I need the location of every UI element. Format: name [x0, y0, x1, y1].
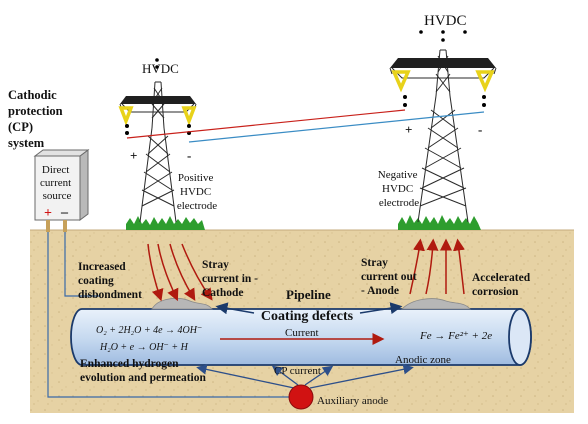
enhanced-hydrogen-label: Enhanced hydrogen evolution and permeati… — [80, 358, 206, 384]
stray-in-label: Stray current in - Cathode — [202, 259, 261, 299]
terminal-dot — [125, 131, 129, 135]
terminal-dot — [403, 95, 407, 99]
stray-out-arrow — [409, 238, 425, 295]
cathodic-equation-1: O₂ + 2H₂O + 4e → 4OH⁻ — [96, 325, 202, 336]
auxiliary-anode — [288, 384, 314, 410]
cp-current-arrow — [196, 364, 295, 389]
transmission-line-negative — [188, 111, 485, 143]
tower-left-minus: - — [187, 148, 191, 163]
terminal-dot — [441, 38, 445, 42]
dc-source-minus: – — [60, 205, 69, 220]
cp-system-label: Cathodic protection (CP) system — [8, 88, 66, 150]
tower-left-plus: + — [130, 148, 137, 163]
cp-wire-positive — [47, 232, 290, 398]
auxiliary-anode-label: Auxiliary anode — [317, 395, 388, 407]
stray-out-arrow — [453, 238, 465, 295]
coating-defect-left — [151, 298, 213, 310]
insulator-left-b — [181, 106, 197, 126]
dc-source-label: Direct current source — [40, 164, 74, 202]
negative-electrode-label: Negative HVDC electrode — [378, 169, 420, 209]
cp-current-label: CP current — [274, 365, 321, 377]
cp-current-arrow — [304, 365, 334, 386]
accelerated-corrosion-label: Accelerated corrosion — [472, 272, 533, 298]
terminal-dot — [187, 124, 191, 128]
dc-source-box — [34, 155, 81, 221]
stray-in-arrow — [169, 243, 196, 301]
coating-defects-arrow-right — [359, 302, 403, 315]
dc-source-box-side — [79, 149, 89, 221]
insulator-right-a — [391, 70, 411, 93]
hvdc-label-right: HVDC — [424, 13, 467, 29]
tower-right-minus: - — [478, 122, 482, 137]
pipeline-end — [508, 308, 532, 366]
cathodic-equation-2: H₂O + e → OH⁻ + H — [99, 342, 189, 353]
stray-in-arrow — [157, 243, 179, 302]
increased-coating-label: Increased coating disbondment — [78, 261, 142, 301]
dc-source-plus: + — [44, 206, 52, 221]
terminal-dot — [403, 103, 407, 107]
dc-terminal-left — [46, 220, 50, 232]
stray-in-arrow — [181, 243, 213, 301]
insulator-right-b — [475, 70, 495, 93]
insulator-left-a — [118, 106, 134, 126]
terminal-dot — [155, 58, 159, 62]
grass-right — [398, 215, 481, 230]
pipeline-label: Pipeline — [286, 287, 331, 302]
hvdc-tower-left — [119, 81, 197, 223]
grass-left — [126, 216, 205, 230]
cp-current-arrow — [271, 365, 299, 386]
dc-source-box-top — [33, 149, 90, 157]
stray-out-label: Stray current out - Anode — [361, 257, 420, 297]
stray-in-arrow — [147, 243, 164, 302]
anodic-equation: Fe → Fe²⁺ + 2e — [419, 330, 492, 342]
coating-defects-label: Coating defects — [261, 309, 354, 324]
terminal-dot — [125, 124, 129, 128]
anodic-zone-label: Anodic zone — [395, 354, 451, 366]
transmission-line-positive — [126, 109, 406, 139]
coating-defects-arrow-left — [215, 302, 255, 315]
positive-electrode-label: Positive HVDC electrode — [177, 172, 217, 212]
terminal-dot — [482, 95, 486, 99]
terminal-dot — [463, 30, 467, 34]
terminal-dot — [441, 30, 445, 34]
hvdc-label-left: HVDC — [142, 61, 179, 76]
hvdc-tower-right — [389, 49, 497, 223]
terminal-dot — [419, 30, 423, 34]
current-label: Current — [285, 327, 319, 339]
terminal-dot — [155, 65, 159, 69]
cp-current-arrow — [309, 364, 414, 389]
terminal-dot — [482, 103, 486, 107]
coating-defect-right — [401, 298, 471, 310]
tower-right-plus: + — [405, 122, 412, 137]
stray-out-arrow — [425, 238, 439, 295]
dc-terminal-right — [63, 220, 67, 232]
cp-wire-negative — [64, 232, 100, 297]
